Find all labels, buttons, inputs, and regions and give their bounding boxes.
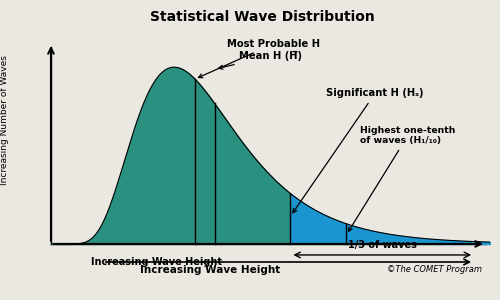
Text: Increasing Wave Height: Increasing Wave Height	[91, 257, 222, 267]
Text: Significant H (Hₛ): Significant H (Hₛ)	[293, 88, 424, 213]
Text: Most Probable H: Most Probable H	[198, 39, 320, 78]
Text: Mean H (H̅): Mean H (H̅)	[218, 51, 302, 69]
Text: ©The COMET Program: ©The COMET Program	[387, 265, 482, 274]
Text: Increasing Wave Height: Increasing Wave Height	[140, 265, 280, 275]
Title: Statistical Wave Distribution: Statistical Wave Distribution	[150, 11, 375, 24]
Text: Highest one-tenth
of waves (H₁/₁₀): Highest one-tenth of waves (H₁/₁₀)	[348, 126, 456, 231]
Text: Increasing Number of Waves: Increasing Number of Waves	[0, 55, 10, 185]
Text: 1/3 of waves: 1/3 of waves	[348, 240, 416, 250]
